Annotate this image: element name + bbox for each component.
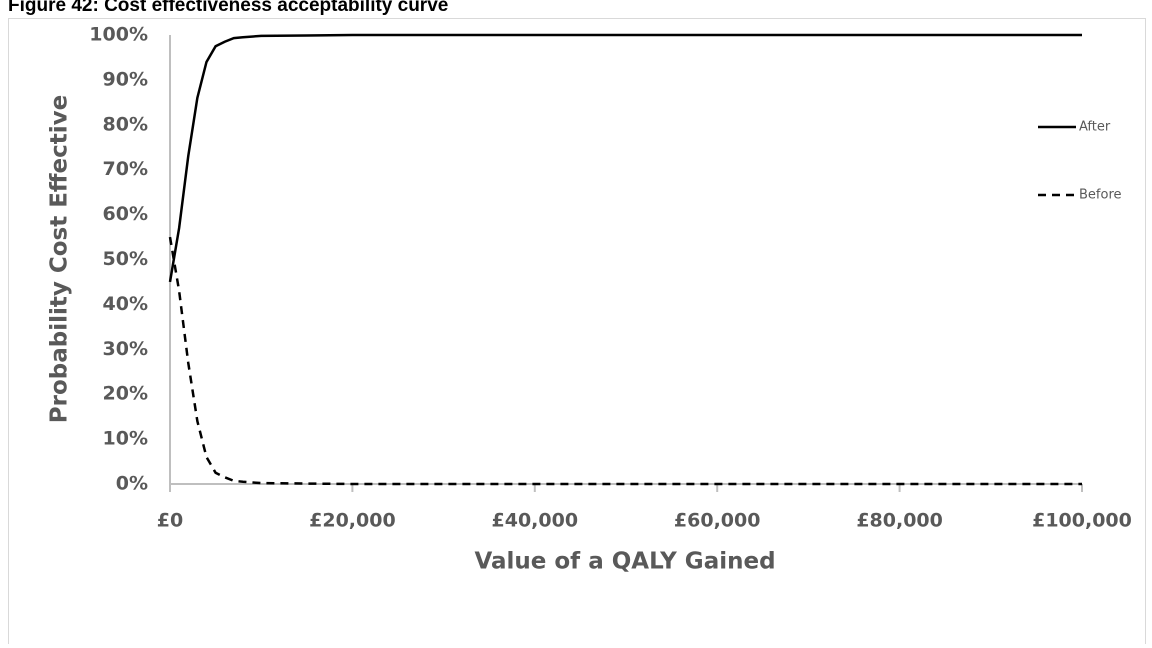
x-tick-label: £0 — [157, 510, 183, 532]
y-tick-label: 10% — [103, 428, 148, 450]
legend-label: Before — [1079, 188, 1122, 203]
x-tick-label: £60,000 — [674, 510, 761, 532]
legend-label: After — [1079, 120, 1111, 135]
x-axis-title: Value of a QALY Gained — [474, 549, 775, 575]
series-line — [168, 236, 1082, 486]
x-tick-label: £20,000 — [309, 510, 396, 532]
chart-title: Figure 42: Cost effectiveness acceptabil… — [8, 0, 448, 16]
y-tick-label: 60% — [103, 203, 148, 225]
y-tick-label: 20% — [103, 383, 148, 405]
y-tick-label: 70% — [103, 158, 148, 180]
y-axis-title: Probability Cost Effective — [47, 95, 73, 424]
chart-frame — [8, 18, 1146, 648]
y-tick-label: 90% — [103, 68, 148, 90]
series-line — [168, 33, 1082, 283]
y-tick-label: 40% — [103, 293, 148, 315]
x-tick-label: £40,000 — [492, 510, 579, 532]
x-tick-label: £100,000 — [1032, 510, 1132, 532]
y-tick-label: 50% — [103, 248, 148, 270]
y-tick-label: 0% — [116, 473, 148, 495]
y-tick-label: 80% — [103, 113, 148, 135]
y-tick-label: 100% — [89, 24, 148, 46]
y-tick-label: 30% — [103, 338, 148, 360]
x-tick-label: £80,000 — [856, 510, 943, 532]
